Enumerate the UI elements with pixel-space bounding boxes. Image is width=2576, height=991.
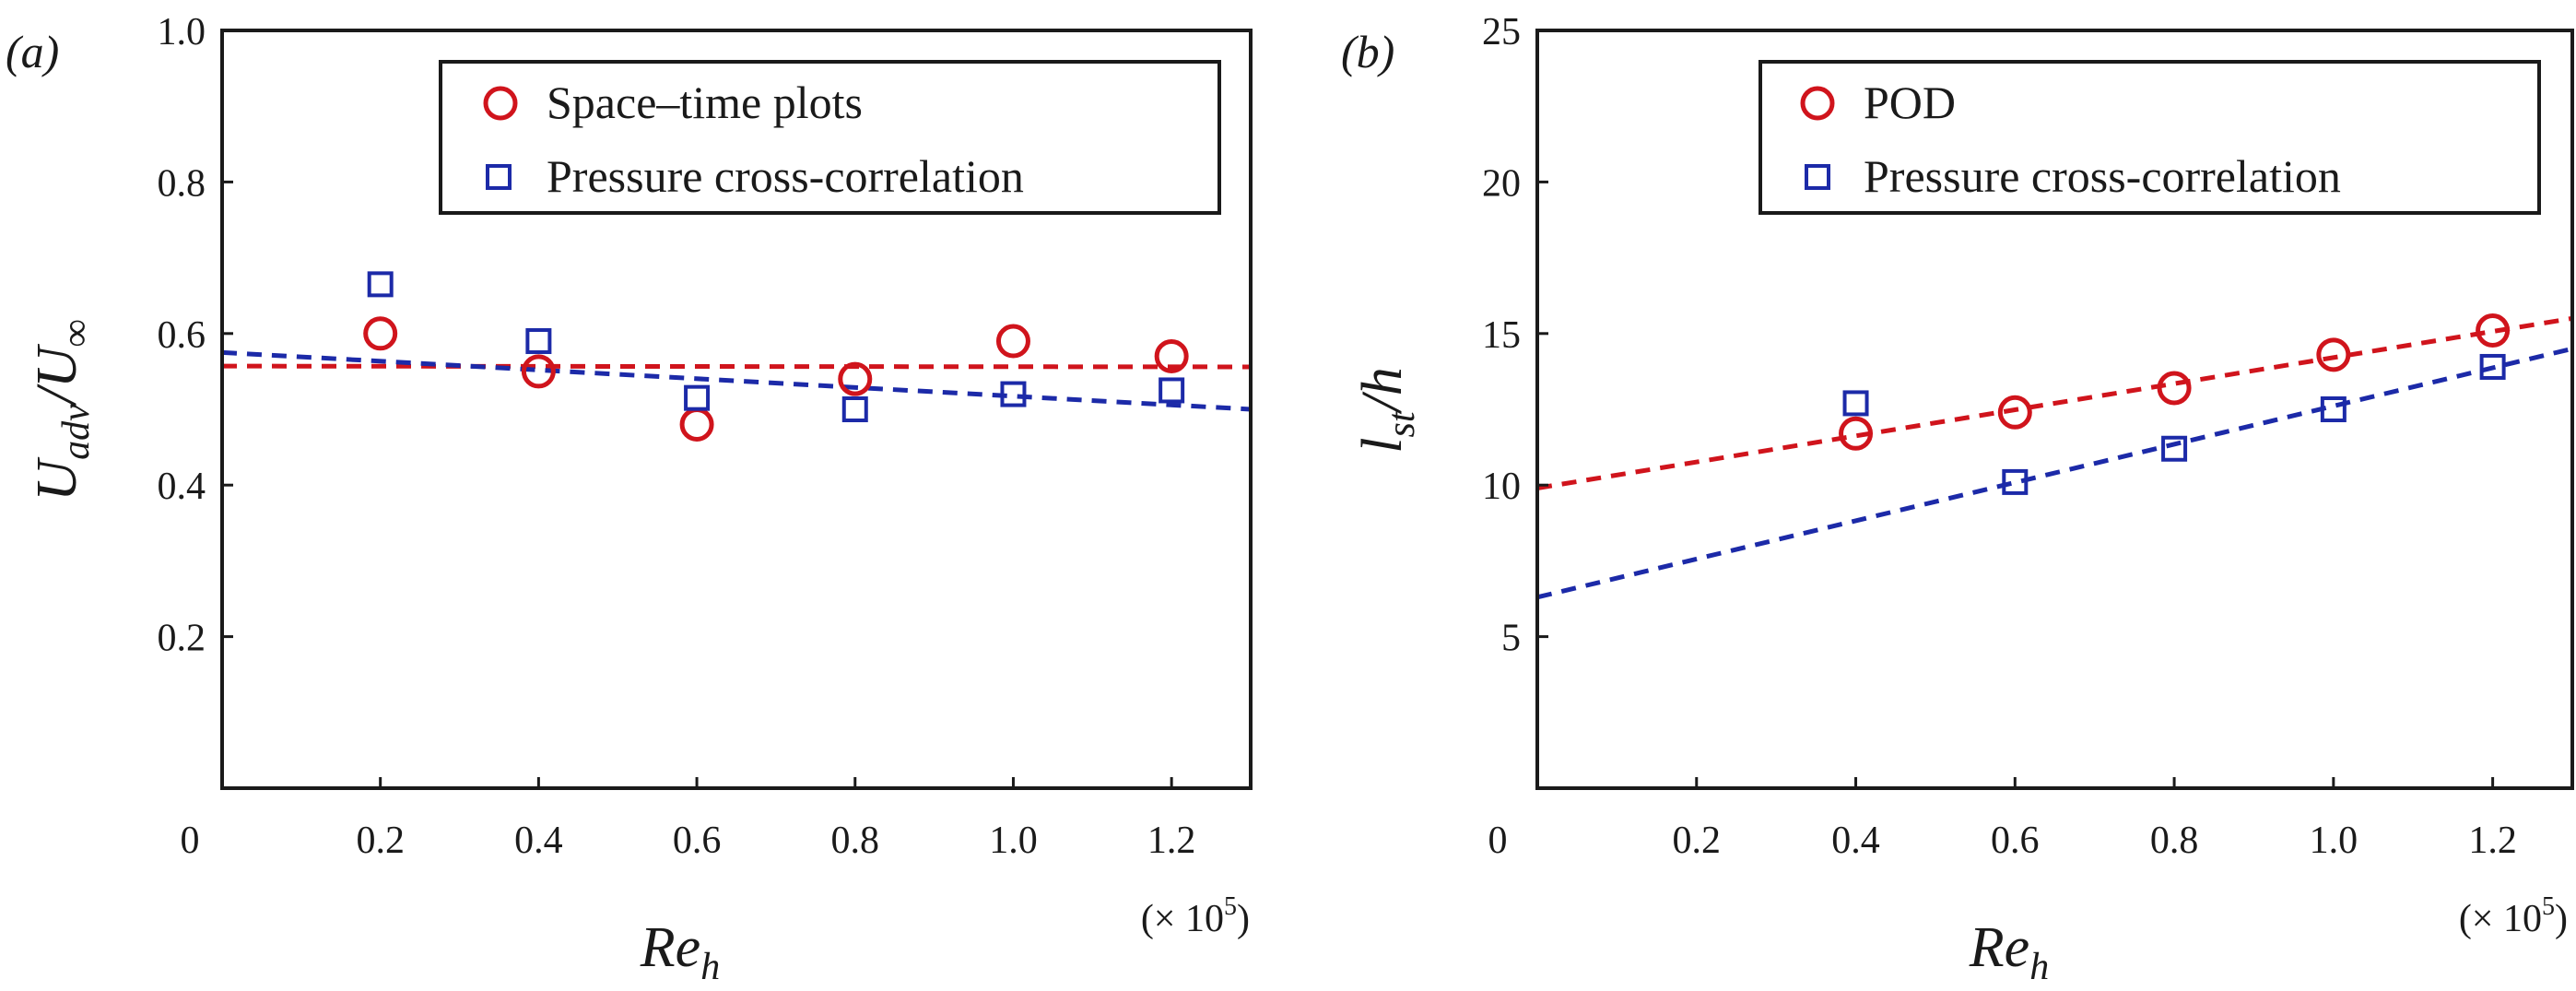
y-tick-label: 15	[1482, 314, 1521, 357]
panel-a-x-axis-label: Reh	[640, 916, 720, 988]
panel-b: (b) 0 POD Pressure cross-correlation Reh…	[1341, 11, 2574, 988]
data-point-square	[1842, 390, 1869, 417]
panel-a-origin-label: 0	[181, 820, 200, 862]
y-tick-label: 1.0	[158, 11, 206, 53]
fit-line	[221, 363, 1252, 370]
x-tick-label: 0.8	[2150, 820, 2199, 862]
data-point-circle	[1839, 416, 1874, 451]
panel-b-legend-circle-marker	[1800, 86, 1835, 121]
panel-b-legend-label-pod: POD	[1864, 77, 1956, 128]
panel-b-label: (b)	[1341, 26, 1394, 77]
x-tick-label: 0.6	[1991, 820, 2040, 862]
y-tick-label: 0.6	[158, 314, 206, 357]
data-point-square	[684, 384, 711, 411]
data-point-square	[525, 328, 552, 355]
y-tick-label: 0.4	[158, 466, 206, 508]
panel-b-legend-square-marker	[1805, 164, 1830, 190]
x-tick-label: 0.4	[1831, 820, 1880, 862]
data-point-circle	[679, 407, 714, 442]
panel-a: (a) 0 Space–time plots Pressure cross-co…	[6, 11, 1253, 988]
y-tick-label: 10	[1482, 466, 1521, 508]
panel-a-legend-circle-marker	[483, 86, 518, 121]
data-point-square	[2479, 353, 2506, 380]
data-point-circle	[2476, 313, 2511, 348]
panel-b-legend: POD Pressure cross-correlation	[1759, 60, 2541, 215]
panel-a-legend-box	[439, 60, 1221, 215]
y-tick-label: 25	[1482, 11, 1521, 53]
panel-a-legend-label-pressure: Pressure cross-correlation	[547, 150, 1024, 202]
fit-line	[1536, 315, 2573, 490]
x-tick-label: 1.0	[989, 820, 1038, 862]
panel-b-origin-label: 0	[1488, 820, 1508, 862]
x-tick-label: 1.0	[2310, 820, 2358, 862]
x-tick-label: 0.8	[831, 820, 880, 862]
panel-a-legend-square-marker	[486, 164, 512, 190]
panel-a-legend: Space–time plots Pressure cross-correlat…	[439, 60, 1221, 215]
x-tick-label: 0.2	[1673, 820, 1722, 862]
x-tick-label: 0.2	[356, 820, 405, 862]
data-point-square	[367, 271, 394, 298]
x-tick-label: 1.2	[1147, 820, 1196, 862]
data-point-circle	[838, 361, 873, 396]
data-point-circle	[521, 354, 556, 389]
y-tick-label: 5	[1501, 618, 1521, 660]
panel-b-y-axis-label: lst/h	[1351, 367, 1423, 453]
panel-a-legend-label-space-time: Space–time plots	[547, 77, 863, 128]
y-tick-label: 20	[1482, 162, 1521, 205]
data-point-square	[1000, 381, 1027, 407]
data-point-circle	[1997, 395, 2032, 430]
panel-a-y-axis-label: Uadv/U∞	[26, 319, 98, 501]
data-point-circle	[1154, 338, 1189, 373]
x-tick-label: 0.4	[514, 820, 563, 862]
panel-a-axes-frame	[220, 29, 1253, 790]
panel-b-legend-box	[1759, 60, 2541, 215]
x-tick-label: 0.6	[673, 820, 722, 862]
fit-line	[221, 349, 1252, 412]
panel-b-legend-label-pressure: Pressure cross-correlation	[1864, 150, 2341, 202]
data-point-circle	[995, 324, 1030, 359]
data-point-square	[1159, 377, 1185, 404]
data-point-circle	[363, 316, 398, 351]
data-point-circle	[2157, 371, 2192, 406]
x-tick-label: 1.2	[2468, 820, 2517, 862]
panel-a-x-multiplier: (× 105)	[1141, 892, 1250, 940]
data-point-circle	[2316, 337, 2351, 372]
fit-line	[1536, 346, 2573, 600]
panel-a-plot-area	[221, 271, 1252, 442]
panel-b-x-axis-label: Reh	[1969, 916, 2049, 988]
y-tick-label: 0.8	[158, 162, 206, 205]
panel-b-plot-area	[1536, 313, 2573, 600]
data-point-square	[2161, 435, 2188, 462]
data-point-square	[2002, 468, 2029, 495]
data-point-square	[2320, 396, 2347, 422]
data-point-square	[841, 396, 868, 422]
panel-b-axes-frame	[1535, 29, 2574, 790]
y-tick-label: 0.2	[158, 618, 206, 660]
panel-a-label: (a)	[6, 26, 59, 77]
panel-b-x-multiplier: (× 105)	[2459, 892, 2568, 940]
